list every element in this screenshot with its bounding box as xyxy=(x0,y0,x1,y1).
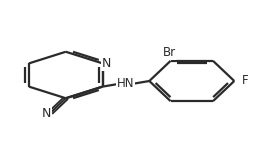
Text: N: N xyxy=(42,107,52,120)
Text: HN: HN xyxy=(117,77,135,90)
Text: Br: Br xyxy=(163,46,176,59)
Text: F: F xyxy=(242,75,249,87)
Text: N: N xyxy=(101,57,111,70)
